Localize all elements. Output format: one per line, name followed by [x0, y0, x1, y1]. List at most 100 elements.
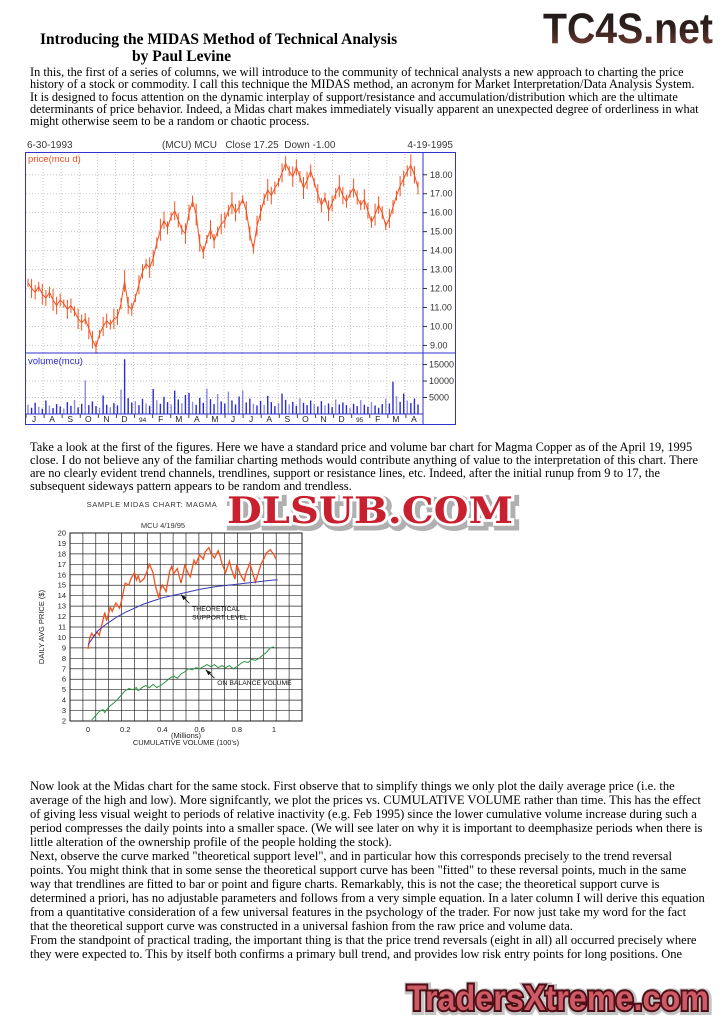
svg-text:MCU 4/19/95: MCU 4/19/95	[141, 521, 185, 530]
svg-text:10: 10	[58, 633, 66, 642]
svg-text:9: 9	[62, 643, 66, 652]
svg-text:DAILY AVG PRICE ($): DAILY AVG PRICE ($)	[37, 589, 46, 664]
svg-text:F: F	[375, 414, 380, 424]
svg-text:O: O	[85, 414, 92, 424]
svg-text:95: 95	[356, 417, 364, 424]
svg-text:SUPPORT LEVEL: SUPPORT LEVEL	[192, 614, 248, 621]
svg-text:17: 17	[58, 560, 66, 569]
grid	[26, 154, 423, 414]
svg-text:D: D	[121, 414, 127, 424]
tradersxtreme-logo[interactable]: TradersXtreme.com TradersXtreme.com Trad…	[396, 974, 720, 1022]
svg-text:THEORETICAL: THEORETICAL	[192, 606, 240, 613]
chart-ticker-info: (MCU) MCU Close 17.25 Down -1.00	[162, 140, 336, 151]
svg-text:17.00: 17.00	[430, 189, 453, 199]
svg-text:SAMPLE MIDAS CHART: MAGMA: SAMPLE MIDAS CHART: MAGMA	[87, 500, 218, 509]
svg-text:2: 2	[62, 717, 66, 726]
svg-text:0.6: 0.6	[194, 725, 204, 734]
svg-text:16: 16	[58, 570, 66, 579]
svg-text:9.00: 9.00	[430, 340, 448, 350]
price-volume-plot: 18.00 17.00 16.00 15.00 14.00 13.00 12.00 11.00…	[25, 152, 456, 425]
svg-text:13.00: 13.00	[430, 265, 453, 275]
svg-text:19: 19	[58, 539, 66, 548]
svg-text:S: S	[284, 414, 290, 424]
series-theoretical-support-level	[87, 579, 278, 646]
svg-text:3: 3	[62, 706, 66, 715]
svg-text:20: 20	[58, 529, 66, 538]
dlsub-watermark-outline: DLSUB.COM	[227, 490, 513, 532]
page-title: Introducing the MIDAS Method of Technica…	[40, 31, 398, 48]
svg-text:5: 5	[62, 685, 66, 694]
svg-text:18.00: 18.00	[430, 170, 453, 180]
tradersxtreme-logo-glow: TradersXtreme.com	[408, 980, 710, 1019]
svg-text:4: 4	[62, 696, 66, 705]
svg-text:M: M	[211, 414, 218, 424]
svg-text:13: 13	[58, 602, 66, 611]
svg-text:15000: 15000	[429, 360, 454, 370]
svg-text:A: A	[194, 414, 200, 424]
svg-text:M: M	[392, 414, 399, 424]
svg-text:D: D	[339, 414, 345, 424]
svg-text:0.4: 0.4	[157, 725, 167, 734]
svg-text:15: 15	[58, 581, 66, 590]
tc4s-logo-text: TC4S.net	[543, 5, 713, 52]
svg-text:J: J	[32, 414, 36, 424]
svg-text:A: A	[411, 414, 417, 424]
intro-paragraph: In this, the first of a series of column…	[30, 65, 699, 129]
svg-text:0.2: 0.2	[120, 725, 130, 734]
svg-text:94: 94	[139, 417, 147, 424]
svg-text:11: 11	[58, 623, 66, 632]
svg-text:7: 7	[62, 664, 66, 673]
svg-text:volume(mcu): volume(mcu)	[28, 356, 83, 367]
svg-text:0.8: 0.8	[232, 725, 242, 734]
series-on-balance-volume	[91, 646, 275, 721]
volume-bars	[27, 359, 419, 414]
frame	[25, 152, 456, 425]
svg-text:A: A	[49, 414, 55, 424]
tradersxtreme-logo-text: TradersXtreme.com	[407, 979, 709, 1018]
tc4s-logo[interactable]: TC4S.net	[540, 4, 716, 52]
svg-text:14.00: 14.00	[430, 246, 453, 256]
dlsub-watermark-text: DLSUB.COM	[227, 490, 513, 532]
svg-text:N: N	[103, 414, 109, 424]
svg-text:1: 1	[272, 725, 276, 734]
svg-text:J: J	[231, 414, 235, 424]
svg-text:F: F	[158, 414, 163, 424]
svg-text:O: O	[302, 414, 309, 424]
svg-text:(Millions): (Millions)	[171, 731, 202, 740]
svg-text:0: 0	[86, 725, 90, 734]
svg-text:CUMULATIVE VOLUME (100's): CUMULATIVE VOLUME (100's)	[133, 738, 240, 747]
price-series	[27, 154, 419, 354]
midas-paragraph-2: Next, observe the curve marked "theoreti…	[30, 849, 705, 933]
svg-text:10.00: 10.00	[430, 321, 453, 331]
grid	[69, 532, 303, 722]
svg-text:J: J	[249, 414, 253, 424]
midas-discussion: Now look at the Midas chart for the same…	[30, 779, 706, 961]
svg-text:S: S	[67, 414, 73, 424]
svg-text:18: 18	[58, 549, 66, 558]
price-volume-chart: 6-30-1993 (MCU) MCU Close 17.25 Down -1.…	[25, 140, 456, 425]
svg-text:ON BALANCE VOLUME: ON BALANCE VOLUME	[217, 680, 292, 687]
midas-paragraph-1: Now look at the Midas chart for the same…	[30, 779, 703, 849]
svg-text:14: 14	[58, 591, 66, 600]
svg-text:12.00: 12.00	[430, 284, 453, 294]
midas-paragraph-3: From the standpoint of practical trading…	[30, 933, 697, 961]
svg-text:10000: 10000	[429, 376, 454, 386]
first-figure-paragraph: Take a look at the first of the figures.…	[30, 440, 698, 493]
tradersxtreme-logo-outline: TradersXtreme.com	[407, 979, 709, 1018]
chart-header: 6-30-1993 (MCU) MCU Close 17.25 Down -1.…	[25, 140, 456, 151]
svg-text:6: 6	[62, 675, 66, 684]
chart-end-date: 4-19-1995	[407, 140, 453, 151]
svg-text:11.00: 11.00	[430, 302, 452, 312]
series-daily-average-price	[87, 546, 277, 650]
svg-text:A: A	[266, 414, 272, 424]
dlsub-watermark-shadow: DLSUB.COM	[230, 493, 516, 535]
svg-text:M: M	[175, 414, 182, 424]
svg-text:price(mcu d): price(mcu d)	[28, 154, 81, 165]
page-byline: by Paul Levine	[132, 48, 232, 65]
dlsub-watermark: DLSUB.COM DLSUB.COM DLSUB.COM	[224, 489, 520, 535]
svg-text:5000: 5000	[429, 393, 449, 403]
chart-start-date: 6-30-1993	[27, 140, 73, 151]
svg-text:N: N	[320, 414, 326, 424]
